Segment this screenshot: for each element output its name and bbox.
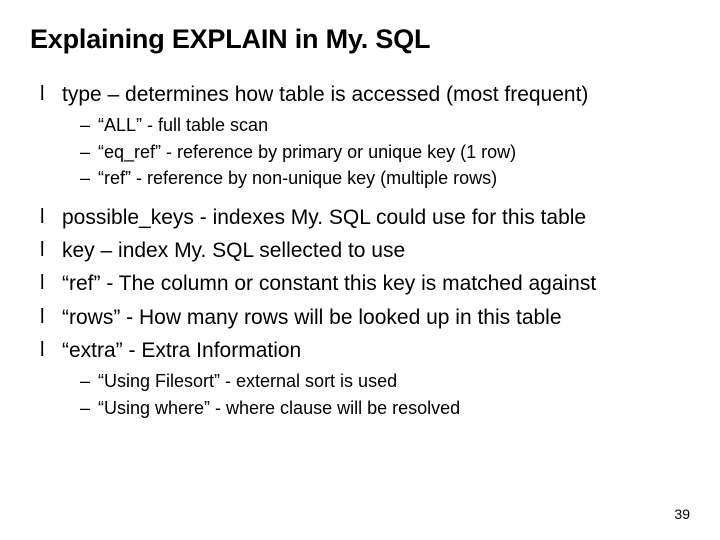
sub-item-filesort: – “Using Filesort” - external sort is us… [80,370,690,393]
dash-glyph: – [80,397,98,420]
bullet-glyph: l [40,81,62,107]
dash-glyph: – [80,167,98,190]
bullet-text: “extra” - Extra Information [62,337,301,364]
bullet-text: possible_keys - indexes My. SQL could us… [62,204,586,231]
bullet-item-possible-keys: l possible_keys - indexes My. SQL could … [40,204,690,231]
sub-item-all: – “ALL” - full table scan [80,114,690,137]
dash-glyph: – [80,114,98,137]
sub-text: “ref” - reference by non-unique key (mul… [98,167,497,190]
bullet-item-type: l type – determines how table is accesse… [40,81,690,108]
bullet-text: “ref” - The column or constant this key … [62,270,596,297]
slide-title: Explaining EXPLAIN in My. SQL [30,24,690,55]
dash-glyph: – [80,370,98,393]
bullet-text: “rows” - How many rows will be looked up… [62,304,562,331]
sub-text: “Using where” - where clause will be res… [98,397,460,420]
bullet-item-rows: l “rows” - How many rows will be looked … [40,304,690,331]
sub-text: “eq_ref” - reference by primary or uniqu… [98,141,516,164]
bullet-glyph: l [40,304,62,330]
sub-text: “ALL” - full table scan [98,114,268,137]
sub-item-eqref: – “eq_ref” - reference by primary or uni… [80,141,690,164]
bullet-item-ref: l “ref” - The column or constant this ke… [40,270,690,297]
bullet-glyph: l [40,337,62,363]
bullet-item-key: l key – index My. SQL sellected to use [40,237,690,264]
bullet-glyph: l [40,204,62,230]
bullet-glyph: l [40,270,62,296]
bullet-text: type – determines how table is accessed … [62,81,588,108]
dash-glyph: – [80,141,98,164]
bullet-text: key – index My. SQL sellected to use [62,237,405,264]
sub-text: “Using Filesort” - external sort is used [98,370,397,393]
bullet-item-extra: l “extra” - Extra Information [40,337,690,364]
page-number: 39 [674,506,690,522]
sub-item-using-where: – “Using where” - where clause will be r… [80,397,690,420]
bullet-glyph: l [40,237,62,263]
sub-item-ref: – “ref” - reference by non-unique key (m… [80,167,690,190]
